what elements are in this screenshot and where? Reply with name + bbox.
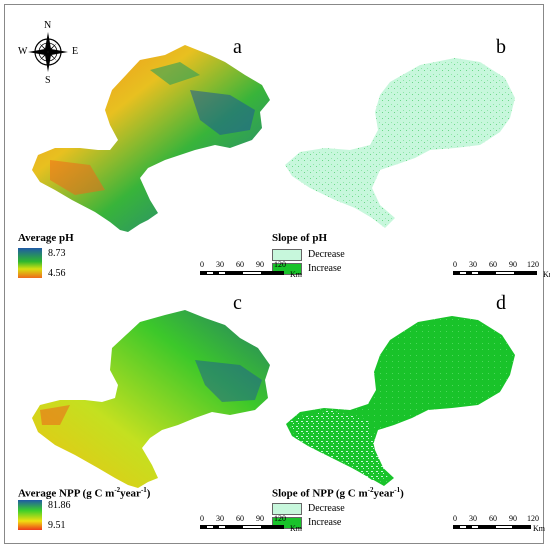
legend-ph: Average pH <box>18 232 74 244</box>
legend-npp-title-sup1: -2 <box>114 486 121 494</box>
scale-bar-top-right: 0 30 60 90 120 Km <box>453 260 550 280</box>
scale-tick-0: 0 <box>200 514 204 523</box>
legend-npp-min: 9.51 <box>48 520 66 531</box>
scale-tick-60: 60 <box>236 260 244 269</box>
legend-npp-title-mid: year <box>120 487 141 500</box>
legend-npp-title-main: Average NPP (g C m <box>18 487 115 500</box>
scale-tick-90: 90 <box>256 260 264 269</box>
scale-tick-90: 90 <box>256 514 264 523</box>
scale-tick-120: 120 <box>274 260 286 269</box>
legend-slope-ph-title: Slope of pH <box>272 232 328 244</box>
legend-slope-npp-title: Slope of NPP (g C m-2year-1) <box>272 486 404 500</box>
legend-npp-title-sup2: -1 <box>140 486 147 494</box>
scale-unit: Km <box>290 270 302 279</box>
compass-s: S <box>45 75 51 86</box>
map-a-ph <box>32 45 270 232</box>
scale-tick-30: 30 <box>469 260 477 269</box>
panel-label-a: a <box>233 36 242 58</box>
map-b-slope-ph <box>285 58 515 228</box>
legend-npp-title: Average NPP (g C m-2year-1) <box>18 486 150 500</box>
legend-slope-ph: Slope of pH <box>272 232 327 244</box>
scale-unit: Km <box>543 270 550 279</box>
legend-slope-npp-decrease-swatch <box>272 503 302 515</box>
legend-npp-ramp <box>18 500 42 530</box>
legend-npp-title-end: ) <box>146 487 151 500</box>
legend-slope-ph-decrease: Decrease <box>308 249 345 260</box>
map-d-slope-npp <box>286 316 515 486</box>
scale-tick-30: 30 <box>469 514 477 523</box>
scale-tick-60: 60 <box>489 514 497 523</box>
legend-slope-ph-decrease-swatch <box>272 249 302 261</box>
legend-slope-npp-title-sup2: -1 <box>394 486 401 494</box>
map-c-npp <box>32 310 270 488</box>
panel-label-b: b <box>496 36 506 58</box>
scale-tick-60: 60 <box>236 514 244 523</box>
legend-slope-npp-title-end: ) <box>400 487 404 500</box>
scale-unit: Km <box>290 524 302 533</box>
legend-slope-npp-decrease: Decrease <box>308 503 345 514</box>
legend-ph-ramp <box>18 248 42 278</box>
compass-w: W <box>18 46 28 57</box>
scale-tick-30: 30 <box>216 260 224 269</box>
compass-rose <box>28 32 68 72</box>
legend-slope-npp-increase: Increase <box>308 517 342 528</box>
legend-slope-ph-increase: Increase <box>308 263 342 274</box>
legend-slope-npp-title-sup1: -2 <box>367 486 374 494</box>
scale-bar-top-left: 0 30 60 90 120 Km <box>200 260 310 280</box>
legend-ph-title: Average pH <box>18 232 74 244</box>
scale-tick-90: 90 <box>509 260 517 269</box>
scale-unit: Km <box>533 524 545 533</box>
panel-label-c: c <box>233 292 242 314</box>
scale-tick-120: 120 <box>527 260 539 269</box>
scale-tick-30: 30 <box>216 514 224 523</box>
scale-tick-0: 0 <box>453 260 457 269</box>
scale-tick-60: 60 <box>489 260 497 269</box>
compass-e: E <box>72 46 79 57</box>
legend-npp-max: 81.86 <box>48 500 71 511</box>
scale-tick-0: 0 <box>200 260 204 269</box>
scale-tick-120: 120 <box>274 514 286 523</box>
legend-slope-npp-title-main: Slope of NPP (g C m <box>272 487 368 500</box>
legend-ph-min: 4.56 <box>48 268 66 279</box>
scale-tick-90: 90 <box>509 514 517 523</box>
scale-bar-bottom-right: 0 30 60 90 120 Km <box>453 514 545 534</box>
scale-bar-bottom-left: 0 30 60 90 120 Km <box>200 514 310 534</box>
legend-slope-npp: Slope of NPP (g C m-2year-1) <box>272 486 404 500</box>
legend-ph-max: 8.73 <box>48 248 66 259</box>
compass-n: N <box>44 20 52 31</box>
scale-tick-120: 120 <box>527 514 539 523</box>
scale-tick-0: 0 <box>453 514 457 523</box>
panel-label-d: d <box>496 292 506 314</box>
legend-slope-npp-title-mid: year <box>373 487 395 500</box>
legend-npp: Average NPP (g C m-2year-1) <box>18 486 150 500</box>
figure-frame <box>4 4 544 544</box>
